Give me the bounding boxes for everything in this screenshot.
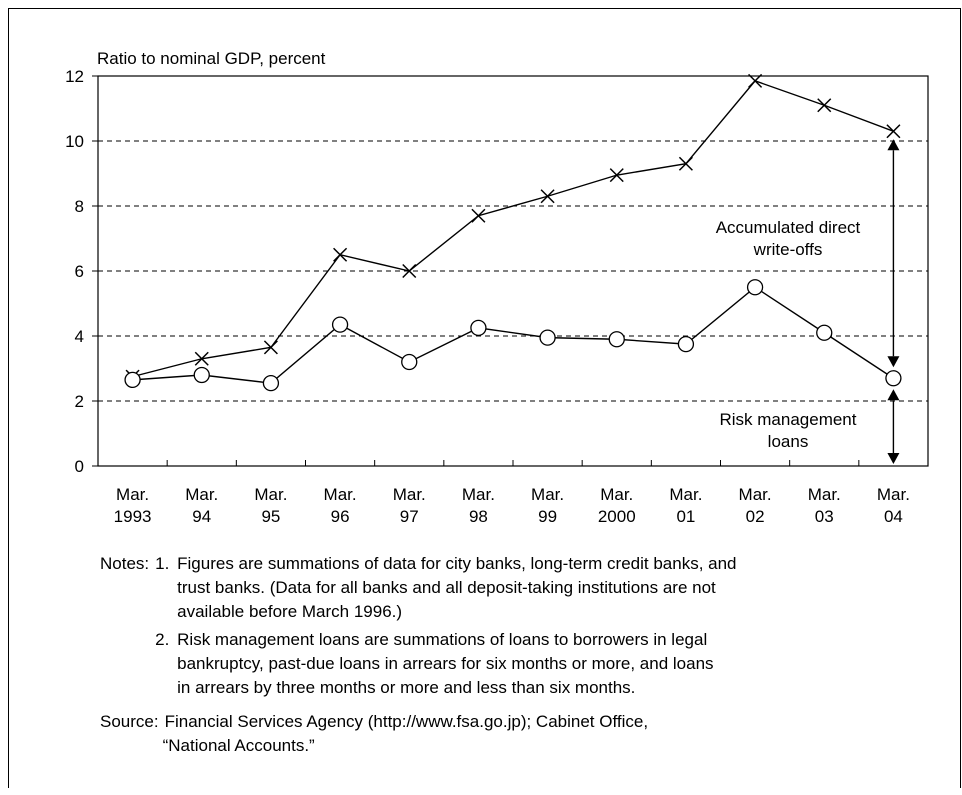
x-marker bbox=[471, 208, 486, 223]
x-marker bbox=[817, 98, 832, 113]
y-tick-label: 12 bbox=[65, 67, 84, 86]
risk-loans-arrow bbox=[887, 389, 900, 464]
x-tick-labels: Mar. 1993 Mar. 94 Mar. 95 Mar. 96 Mar. 97 Mar. 98 Ma… bbox=[114, 485, 910, 526]
x-marker bbox=[263, 340, 278, 355]
note-item-1: 1. Figures are summations of data for ci… bbox=[155, 552, 736, 624]
note-text: Risk management loans are summations of … bbox=[177, 628, 713, 700]
note-line: trust banks. (Data for all banks and all… bbox=[177, 578, 716, 597]
circle-marker bbox=[262, 374, 280, 392]
y-tick-label: 2 bbox=[75, 392, 84, 411]
x-marker-stroke bbox=[609, 168, 624, 183]
note-number: 2. bbox=[155, 630, 170, 649]
x-marker-stroke bbox=[748, 73, 763, 88]
x-tick-label: Mar. 04 bbox=[877, 485, 910, 526]
arrow-head-up bbox=[887, 139, 900, 151]
x-marker bbox=[402, 263, 417, 279]
source-line: “National Accounts.” bbox=[162, 736, 315, 755]
circle-marker bbox=[885, 370, 902, 387]
x-tick-label: Mar. 99 bbox=[531, 485, 564, 526]
x-marker bbox=[194, 351, 209, 366]
x-marker-stroke bbox=[333, 247, 348, 262]
series-line-circle bbox=[132, 286, 894, 384]
circle-marker bbox=[539, 329, 556, 346]
notes-list: 1. Figures are summations of data for ci… bbox=[155, 552, 736, 700]
x-marker-stroke bbox=[263, 340, 278, 355]
x-tick-label: Mar. 94 bbox=[185, 485, 218, 526]
note-line: bankruptcy, past-due loans in arrears fo… bbox=[177, 654, 714, 673]
write-offs-label: Accumulated direct write-offs bbox=[716, 218, 861, 259]
x-marker bbox=[748, 73, 763, 88]
x-tick-label: Mar. 01 bbox=[669, 485, 702, 526]
annotations: Accumulated direct write-offs Risk managem… bbox=[716, 139, 900, 464]
circle-marker bbox=[746, 279, 764, 296]
x-marker bbox=[540, 189, 555, 204]
x-marker bbox=[333, 247, 348, 262]
y-axis-label: Ratio to nominal GDP, percent bbox=[97, 49, 326, 68]
risk-loans-label: Risk management loans bbox=[719, 410, 856, 451]
source-prefix: Source: bbox=[100, 712, 159, 731]
x-marker-stroke bbox=[471, 208, 486, 223]
circle-marker bbox=[470, 319, 487, 337]
notes-prefix: Notes: bbox=[100, 554, 150, 573]
x-tick-label: Mar. 1993 bbox=[114, 485, 152, 526]
y-tick-label: 8 bbox=[75, 197, 84, 216]
note-line: Figures are summations of data for city … bbox=[177, 554, 737, 573]
circle-marker bbox=[816, 324, 833, 341]
arrow-head-up bbox=[887, 389, 900, 401]
x-marker-stroke bbox=[886, 124, 901, 139]
note-item-2: 2. Risk management loans are summations … bbox=[155, 628, 736, 700]
y-tick-labels: 0 2 4 6 8 10 12 bbox=[65, 67, 84, 476]
circle-marker bbox=[124, 371, 141, 389]
x-tick-label: Mar. 02 bbox=[739, 485, 772, 526]
x-marker-stroke bbox=[194, 351, 209, 366]
y-tick-label: 0 bbox=[75, 457, 84, 476]
note-line: Risk management loans are summations of … bbox=[177, 630, 708, 649]
x-tick-label: Mar. 95 bbox=[254, 485, 287, 526]
series-layer bbox=[124, 73, 902, 392]
arrow-head-down bbox=[887, 356, 900, 368]
circle-marker bbox=[608, 331, 625, 348]
note-text: Figures are summations of data for city … bbox=[177, 552, 736, 624]
x-marker bbox=[886, 124, 901, 139]
x-marker bbox=[678, 156, 693, 171]
line-chart: Ratio to nominal GDP, percent 024681012 … bbox=[65, 49, 929, 526]
x-marker-stroke bbox=[678, 156, 693, 171]
arrow-head-down bbox=[887, 453, 900, 464]
source-text: Financial Services Agency (http://www.fs… bbox=[162, 710, 649, 758]
y-tick-label: 10 bbox=[65, 132, 84, 151]
series-line-x bbox=[132, 80, 894, 378]
x-marker-stroke bbox=[402, 263, 417, 279]
x-tick-label: Mar. 98 bbox=[462, 485, 495, 526]
write-offs-arrow bbox=[887, 139, 900, 368]
y-tick-label: 4 bbox=[75, 327, 84, 346]
x-marker-stroke bbox=[540, 189, 555, 204]
note-line: available before March 1996.) bbox=[177, 602, 403, 621]
x-tick-label: Mar. 2000 bbox=[598, 485, 636, 526]
source-line: Financial Services Agency (http://www.fs… bbox=[164, 712, 649, 731]
axes bbox=[92, 75, 929, 467]
note-number: 1. bbox=[155, 554, 170, 573]
circle-marker bbox=[331, 316, 349, 333]
y-tick-label: 6 bbox=[75, 262, 84, 281]
note-line: in arrears by three months or more and l… bbox=[177, 678, 636, 697]
circle-marker bbox=[677, 335, 695, 353]
notes-block: Notes: 1. Figures are summations of data… bbox=[100, 552, 940, 758]
gridlines bbox=[98, 140, 928, 402]
notes-section: Notes: 1. Figures are summations of data… bbox=[100, 552, 940, 700]
source-section: Source: Financial Services Agency (http:… bbox=[100, 710, 940, 758]
circle-marker bbox=[401, 353, 418, 371]
x-marker bbox=[609, 168, 624, 183]
x-tick-label: Mar. 96 bbox=[324, 485, 357, 526]
figure-frame bbox=[8, 8, 961, 788]
x-marker-stroke bbox=[817, 98, 832, 113]
circle-marker bbox=[193, 366, 210, 384]
x-tick-label: Mar. 03 bbox=[808, 485, 841, 526]
x-tick-label: Mar. 97 bbox=[393, 485, 426, 526]
